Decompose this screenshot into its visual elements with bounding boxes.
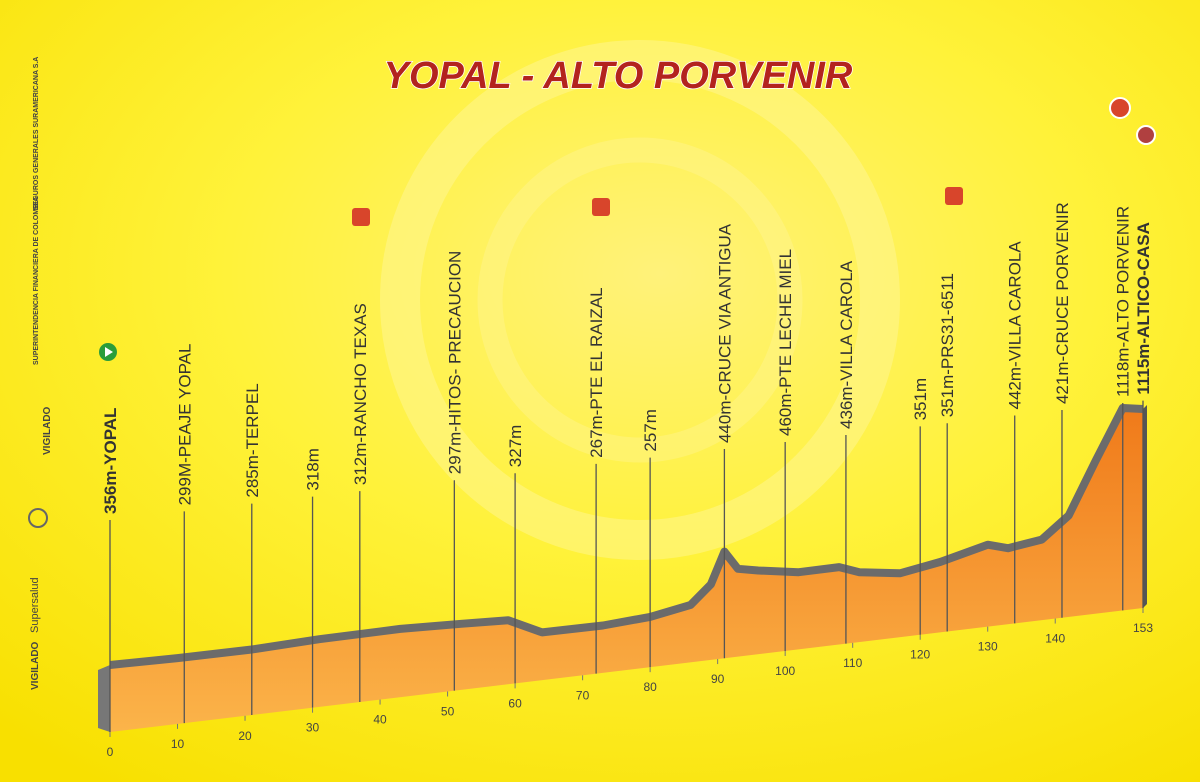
waypoint-label: 1118m-ALTO PORVENIR xyxy=(1114,206,1133,397)
plot: 0 10 20 30 40 50 60 70 80 90 100 110 120 130 140 153 356… xyxy=(98,202,1153,759)
climb-icon xyxy=(1109,97,1131,119)
x-tick-label: 110 xyxy=(843,656,862,670)
sponsor-text: SUPERINTENDENCIA FINANCIERA DE COLOMBIA xyxy=(33,197,40,365)
right-face xyxy=(1143,405,1147,608)
waypoint-label: 442m-VILLA CAROLA xyxy=(1006,241,1025,410)
sprint-icon xyxy=(352,208,370,226)
sponsor-text: VIGILADO xyxy=(30,641,41,690)
sponsor-text: Supersalud xyxy=(29,577,41,633)
waypoint-label: 299M-PEAJE YOPAL xyxy=(175,344,194,506)
x-tick-label: 153 xyxy=(1133,621,1153,635)
decor-ring xyxy=(380,40,900,560)
x-tick-label: 120 xyxy=(910,648,930,662)
sponsor-logo xyxy=(28,508,48,528)
x-tick-label: 140 xyxy=(1045,632,1065,646)
x-tick-label: 30 xyxy=(306,721,320,735)
chart-title: YOPAL - ALTO PORVENIR xyxy=(384,55,853,97)
start-icon xyxy=(105,347,113,357)
sponsor: VIGILADO SUPERINTENDENCIA FINANCIERA DE … xyxy=(28,57,53,690)
waypoint-label: 297m-HITOS- PRECAUCION xyxy=(445,251,464,475)
sprint-icon xyxy=(945,187,963,205)
decor-ring xyxy=(477,137,803,463)
x-tick-label: 20 xyxy=(238,729,252,743)
x-tick-label: 40 xyxy=(373,713,387,727)
waypoint-label: 327m xyxy=(506,425,525,468)
waypoint-label: 440m-CRUCE VIA ANTIGUA xyxy=(715,223,734,443)
sponsor-text: SEGUROS GENERALES SURAMERICANA S.A xyxy=(33,57,40,210)
profile-line xyxy=(109,404,1144,669)
waypoint-label: 351m-PRS31-6511 xyxy=(938,273,957,417)
x-tick-label: 130 xyxy=(978,640,998,654)
waypoint-label: 312m-RANCHO TEXAS xyxy=(351,303,370,485)
x-tick-label: 70 xyxy=(576,688,590,702)
waypoint-label: 460m-PTE LECHE MIEL xyxy=(776,249,795,436)
waypoint-label: 351m xyxy=(911,378,930,421)
x-tick-label: 10 xyxy=(171,737,185,751)
waypoint-label: 1115m-ALTICO-CASA xyxy=(1134,222,1153,395)
finish-icon xyxy=(1136,125,1156,145)
x-tick-label: 0 xyxy=(107,745,114,759)
x-tick-label: 80 xyxy=(643,680,657,694)
icons xyxy=(99,97,1156,361)
waypoint-label: 285m-TERPEL xyxy=(243,383,262,497)
area-fill xyxy=(110,408,1143,732)
waypoint-label: 421m-CRUCE PORVENIR xyxy=(1053,202,1072,404)
waypoint-label: 257m xyxy=(641,409,660,452)
sponsor-text: VIGILADO xyxy=(42,406,53,455)
side-face xyxy=(98,665,110,732)
waypoint-label: 267m-PTE EL RAIZAL xyxy=(587,287,606,457)
x-tick-label: 90 xyxy=(711,672,725,686)
sprint-icon xyxy=(592,198,610,216)
waypoint-label: 356m-YOPAL xyxy=(101,408,120,514)
waypoint-label: 318m xyxy=(304,448,323,491)
waypoint-label: 436m-VILLA CAROLA xyxy=(837,260,856,429)
x-tick-label: 60 xyxy=(508,696,522,710)
x-tick-label: 50 xyxy=(441,704,455,718)
x-tick-label: 100 xyxy=(775,664,795,678)
